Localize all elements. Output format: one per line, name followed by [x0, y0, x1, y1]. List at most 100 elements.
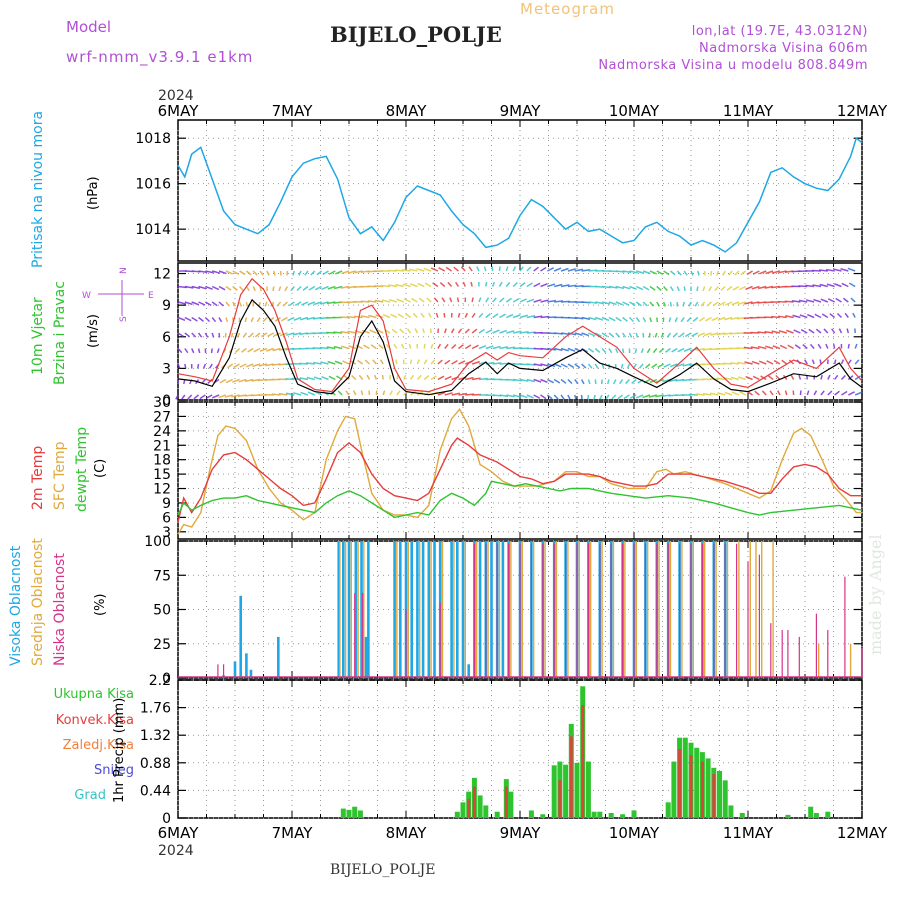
wind-arrow — [608, 332, 615, 338]
wind-arrow — [595, 316, 603, 321]
wind-arrow — [444, 328, 447, 334]
wind-arrow — [660, 332, 665, 338]
high-cloud-bar — [239, 595, 242, 678]
mid-cloud-bar — [430, 541, 432, 678]
wind-arrow — [438, 267, 446, 272]
wind-arrow — [465, 376, 474, 381]
precip-convective-bar — [678, 749, 682, 818]
wind-arrow — [674, 317, 678, 323]
mid-cloud-bar — [441, 541, 444, 678]
wind-arrow — [284, 286, 289, 292]
wind-arrow — [743, 346, 753, 350]
low-cloud-bar — [439, 602, 441, 678]
wind-arrow — [458, 360, 466, 365]
high-cloud-bar — [347, 541, 351, 678]
compass-south: S — [119, 316, 129, 322]
wind-arrow — [416, 268, 425, 272]
watermark: made by Angel — [866, 534, 885, 655]
precip-total-bar — [825, 811, 831, 818]
wind-arrow — [218, 285, 226, 291]
wind-arrow — [444, 343, 449, 349]
mid-cloud-bar — [339, 541, 341, 678]
wind-arrow — [779, 344, 788, 350]
precip-total-bar — [739, 812, 745, 818]
wind-arrow — [818, 269, 828, 272]
wind-arrow — [471, 344, 479, 350]
wind-arrow — [211, 301, 218, 307]
wind-arrow — [698, 316, 706, 322]
pressure-line — [177, 136, 863, 253]
y-tick-label: 9 — [162, 298, 171, 314]
wind-arrow — [290, 286, 295, 292]
wind-arrow — [177, 347, 183, 354]
wind-arrow — [767, 375, 774, 381]
precip-total-bar — [717, 770, 722, 818]
wind-arrow — [177, 332, 184, 338]
wind-arrow — [519, 266, 524, 272]
wind-arrow — [462, 281, 466, 287]
low-cloud-bar — [690, 543, 692, 678]
wind-arrow — [744, 301, 753, 305]
mid-cloud-bar — [715, 541, 717, 678]
wind-arrow — [468, 266, 473, 272]
wind-arrow — [451, 359, 458, 365]
wind-arrow — [547, 299, 556, 303]
wind-arrow — [834, 374, 839, 380]
y-tick-label: 2.2 — [149, 673, 171, 689]
wind-arrow — [722, 270, 726, 276]
low-cloud-bar — [656, 543, 658, 678]
wind-arrow — [623, 394, 630, 400]
high-cloud-bar — [233, 661, 237, 678]
wind-arrow — [631, 378, 637, 384]
wind-arrow — [423, 359, 428, 365]
wind-arrow — [723, 362, 733, 365]
wind-arrow — [588, 301, 598, 304]
wind-arrow — [372, 359, 377, 365]
wind-arrow — [416, 359, 420, 365]
top-date-labels: 6MAY 7MAY 8MAY 9MAY 10MAY 11MAY 12MAY — [158, 102, 888, 120]
wind-arrow — [198, 270, 208, 274]
wind-arrow — [595, 301, 604, 305]
y-tick-label: 30 — [153, 395, 171, 411]
wind-arrow — [574, 394, 577, 400]
wind-arrow — [505, 266, 509, 272]
wind-arrow — [790, 374, 795, 380]
wind-arrow — [622, 301, 630, 306]
wind-arrow — [278, 286, 282, 292]
wind-arrow — [799, 314, 808, 319]
wind-arrow — [648, 394, 657, 398]
wind-arrow — [293, 316, 302, 321]
low-cloud-bar — [599, 543, 601, 678]
wind-arrow — [216, 348, 220, 354]
wind-arrow — [636, 270, 645, 274]
wind-arrow — [364, 359, 371, 365]
wind-arrow — [850, 297, 856, 303]
wind-arrow — [208, 363, 213, 369]
wind-arrow — [847, 375, 854, 381]
wind-arrow — [847, 391, 855, 396]
wind-arrow — [232, 378, 240, 383]
wind-arrow — [696, 286, 699, 292]
wind-arrow — [306, 316, 315, 321]
wind-arrow — [702, 347, 712, 351]
mid-cloud-bar — [578, 541, 580, 678]
wind-arrow — [308, 285, 316, 291]
wind-arrow — [355, 344, 363, 350]
wind-arrow — [581, 316, 591, 320]
low-cloud-bar — [747, 561, 749, 678]
y-tick-label: 6 — [162, 330, 171, 346]
wind-arrow — [638, 363, 644, 369]
wind-arrow — [672, 332, 678, 338]
wind-arrow — [506, 346, 516, 350]
wind-arrow — [792, 314, 801, 319]
wind-arrow — [799, 390, 802, 396]
wind-arrow — [626, 363, 631, 369]
wind-arrow — [498, 297, 505, 303]
wind-arrow — [239, 363, 247, 368]
wind-arrow — [262, 316, 268, 323]
y-tick-label: 21 — [153, 438, 171, 454]
wind-arrow — [184, 363, 187, 369]
wind-arrow — [634, 348, 638, 354]
wind-arrow — [498, 281, 503, 287]
precip-total-bar — [808, 806, 814, 818]
